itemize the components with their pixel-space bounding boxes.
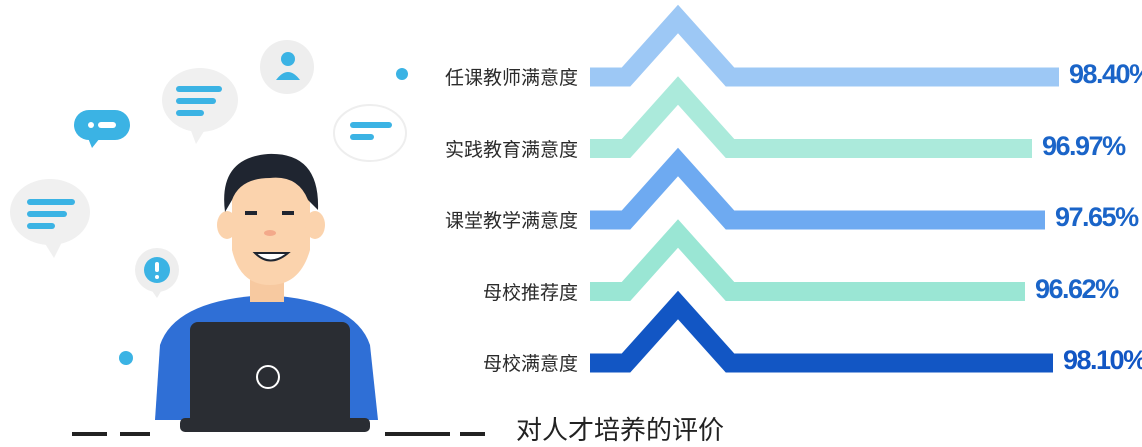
category-label: 课堂教学满意度 bbox=[444, 210, 578, 232]
chart-title: 对人才培养的评价 bbox=[516, 416, 725, 446]
bullet-dot bbox=[396, 68, 408, 80]
message-dots-icon bbox=[74, 110, 130, 148]
chat-bubble-icon bbox=[10, 179, 90, 258]
value-label: 96.97% bbox=[1042, 130, 1126, 161]
category-label: 任课教师满意度 bbox=[444, 67, 578, 89]
alert-icon bbox=[135, 248, 179, 298]
value-label: 98.10% bbox=[1063, 345, 1142, 375]
chat-bubble-icon bbox=[162, 68, 238, 144]
desk-lines bbox=[72, 432, 485, 436]
chart-bars bbox=[590, 4, 1059, 373]
value-label: 98.40% bbox=[1069, 59, 1142, 89]
value-label: 97.65% bbox=[1055, 202, 1139, 232]
category-label: 母校推荐度 bbox=[482, 281, 578, 304]
bar-3 bbox=[590, 147, 1045, 230]
user-icon bbox=[260, 40, 314, 94]
category-label: 实践教育满意度 bbox=[444, 138, 578, 161]
category-label: 母校满意度 bbox=[482, 353, 578, 375]
bar-2 bbox=[590, 76, 1032, 158]
bar-1 bbox=[590, 4, 1059, 87]
bar-5 bbox=[590, 290, 1053, 373]
person-illustration bbox=[10, 40, 485, 436]
bar-4 bbox=[590, 219, 1025, 301]
chat-bubble-icon bbox=[333, 104, 407, 162]
laptop-icon bbox=[180, 322, 370, 432]
value-label: 96.62% bbox=[1035, 273, 1119, 304]
